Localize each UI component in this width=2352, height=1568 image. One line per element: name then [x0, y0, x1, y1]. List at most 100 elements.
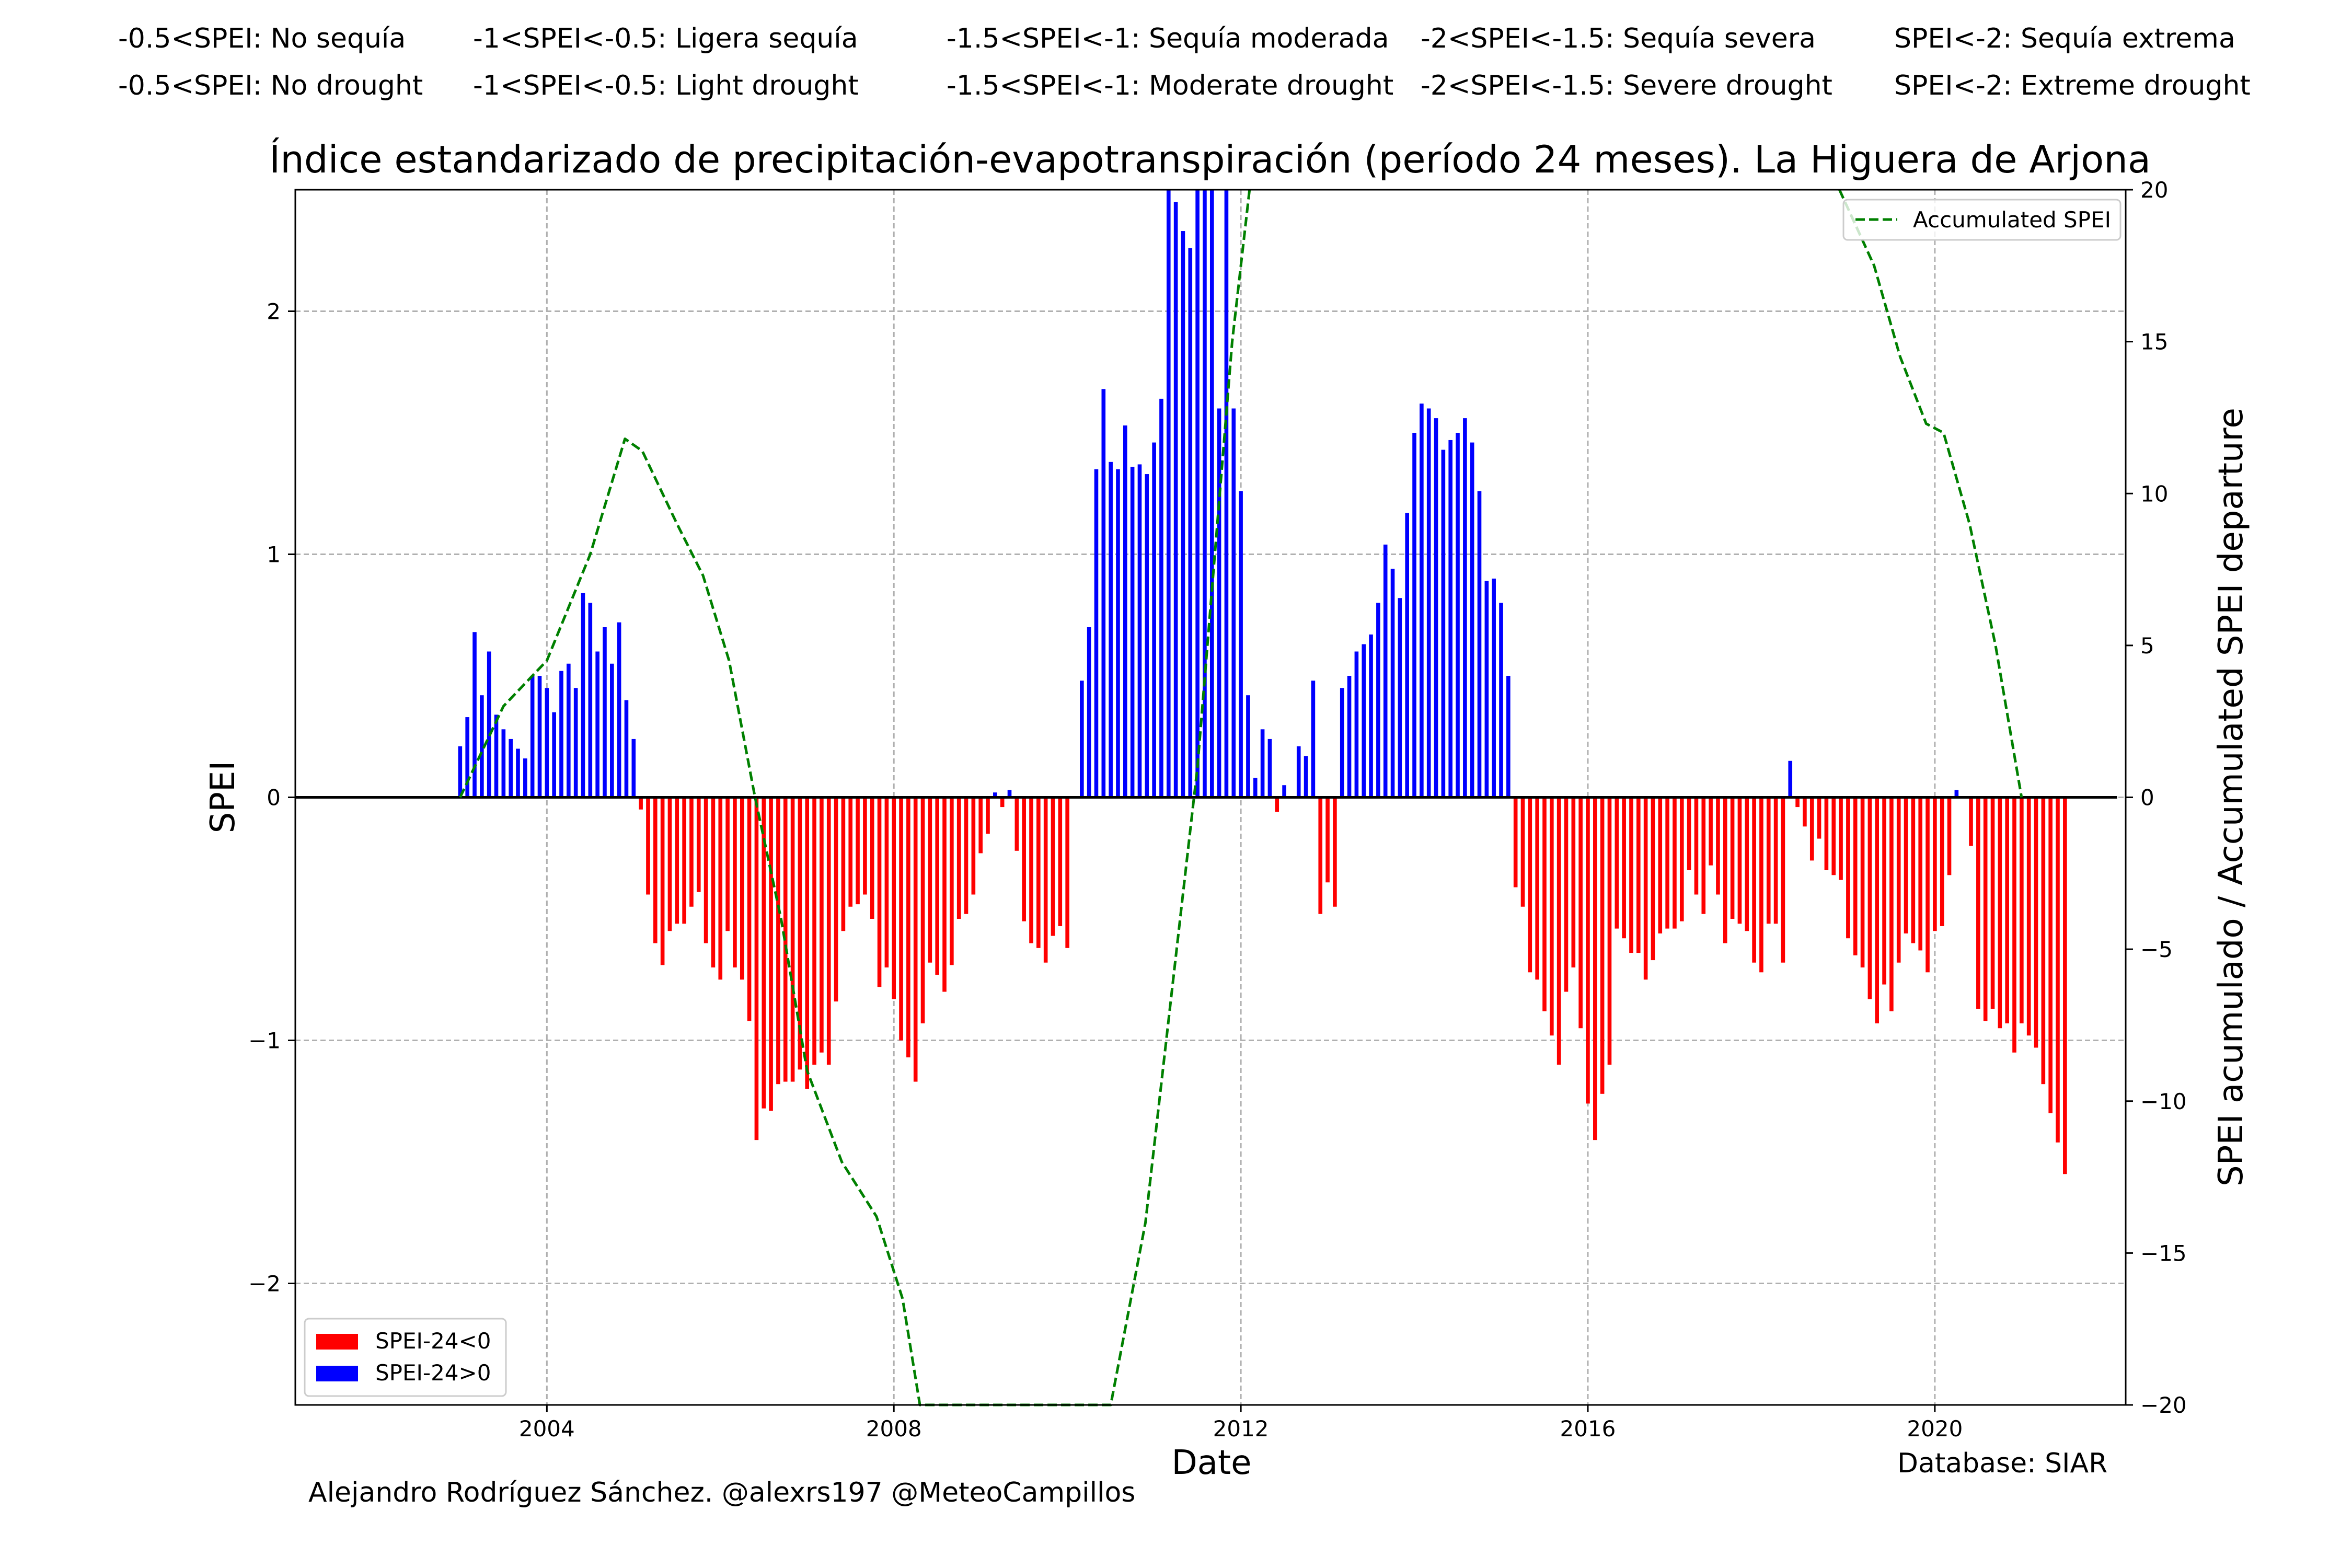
y-tick-label: −2 — [248, 1271, 281, 1297]
bar-positive — [595, 651, 599, 798]
y2-tick-label: 20 — [2140, 177, 2168, 203]
bar-positive — [465, 717, 469, 798]
bar-negative — [964, 797, 969, 914]
bar-negative — [740, 797, 744, 980]
bar-negative — [1051, 797, 1055, 936]
bar-positive — [1188, 248, 1193, 798]
bar-positive — [501, 729, 506, 798]
bar-positive — [1246, 695, 1250, 798]
bar-positive — [1181, 231, 1185, 798]
bar-negative — [1636, 797, 1641, 953]
bar-positive — [1304, 756, 1308, 798]
bar-negative — [1759, 797, 1763, 973]
bar-negative — [1737, 797, 1742, 924]
bar-negative — [805, 797, 810, 1089]
bar-positive — [1369, 634, 1373, 798]
bar-positive — [1296, 746, 1301, 798]
bar-positive — [1007, 790, 1012, 798]
bar-positive — [1499, 603, 1503, 798]
x-tick-label: 2016 — [1560, 1416, 1616, 1442]
bar-positive — [1145, 474, 1149, 798]
bar-negative — [1926, 797, 1930, 973]
accumulated-line-segment-2 — [1838, 189, 2023, 798]
bar-negative — [1766, 797, 1771, 924]
bar-negative — [1520, 797, 1525, 907]
bar-negative — [682, 797, 686, 924]
bar-negative — [1058, 797, 1063, 926]
bar-negative — [1679, 797, 1684, 921]
y-tick-label: −1 — [248, 1028, 281, 1054]
bar-negative — [913, 797, 918, 1082]
bar-negative — [1022, 797, 1026, 921]
y2-tick-label: 10 — [2140, 481, 2168, 506]
bar-negative — [1333, 797, 1337, 907]
bar-negative — [689, 797, 694, 907]
bar-negative — [1933, 797, 1937, 931]
bar-negative — [1065, 797, 1069, 948]
bar-negative — [696, 797, 701, 892]
bar-positive — [1434, 418, 1438, 798]
bar-positive — [1492, 579, 1496, 798]
bar-positive — [1130, 467, 1135, 798]
bar-positive — [1209, 190, 1214, 798]
y2-axis-ticks: −20 −15 −10 −5 0 5 10 15 20 — [2126, 177, 2187, 1418]
bar-negative — [1600, 797, 1605, 1094]
bar-positive — [1311, 681, 1316, 798]
bar-negative — [1687, 797, 1691, 870]
bar-negative — [863, 797, 867, 895]
bar-negative — [725, 797, 730, 931]
y-tick-label: 1 — [267, 542, 281, 568]
bar-negative — [667, 797, 672, 931]
bar-legend: SPEI-24<0 SPEI-24>0 — [304, 1318, 507, 1397]
bar-negative — [653, 797, 658, 943]
bar-positive — [1347, 676, 1352, 798]
bar-positive — [1340, 688, 1344, 798]
bar-legend-swatch-pos — [316, 1366, 358, 1381]
bar-positive — [993, 792, 997, 798]
bar-negative — [906, 797, 910, 1058]
bar-positive — [1253, 778, 1258, 798]
bar-positive — [603, 627, 607, 798]
bar-negative — [1275, 797, 1279, 812]
bar-negative — [892, 797, 896, 999]
bar-negative — [1904, 797, 1908, 933]
bar-negative — [1983, 797, 1988, 1021]
y2-axis-label: SPEI acumulado / Accumulated SPEI depart… — [2212, 408, 2251, 1186]
bar-positive — [559, 671, 563, 798]
bar-positive — [1426, 408, 1431, 798]
bar-positive — [1506, 676, 1511, 798]
bar-negative — [884, 797, 889, 967]
bar-negative — [704, 797, 708, 943]
bar-negative — [920, 797, 925, 1023]
bar-positive — [573, 688, 578, 798]
bar-positive — [487, 651, 491, 798]
bar-negative — [1513, 797, 1518, 887]
bar-negative — [1817, 797, 1821, 839]
bar-negative — [1889, 797, 1894, 1011]
bar-positive — [1448, 440, 1452, 798]
bar-negative — [754, 797, 759, 1140]
bar-negative — [1043, 797, 1048, 963]
bar-negative — [1969, 797, 1973, 846]
y2-tick-label: 15 — [2140, 329, 2168, 355]
bar-negative — [1896, 797, 1901, 963]
bar-positive — [1109, 462, 1113, 798]
bar-positive — [1405, 513, 1410, 798]
bar-negative — [986, 797, 990, 834]
header-en-4: SPEI<-2: Extreme drought — [1894, 70, 2251, 101]
bar-negative — [1809, 797, 1814, 861]
bar-negative — [1831, 797, 1836, 875]
bar-negative — [798, 797, 802, 1070]
bar-negative — [2056, 797, 2060, 1143]
bar-negative — [1745, 797, 1749, 931]
bar-negative — [942, 797, 947, 992]
bar-positive — [1456, 433, 1460, 798]
bar-negative — [1615, 797, 1619, 929]
bar-negative — [1643, 797, 1648, 980]
bar-negative — [675, 797, 679, 924]
bar-positive — [1087, 627, 1091, 798]
bar-negative — [2026, 797, 2031, 1036]
bar-positive — [1470, 442, 1474, 798]
bar-positive — [1954, 790, 1959, 798]
